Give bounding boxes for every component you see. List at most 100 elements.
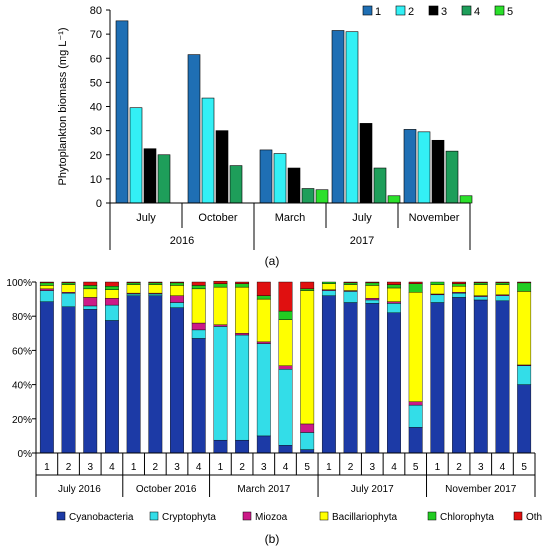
- y-tick-label-a: 60: [90, 53, 102, 65]
- bar-a-1-series-3: [215, 130, 229, 204]
- stack-b-21-bacillariophyta: [495, 284, 510, 296]
- stack-b-3-others: [105, 281, 119, 287]
- stack-b-10-cyanobacteria: [256, 435, 271, 454]
- stack-b-19-chlorophyta: [452, 283, 466, 287]
- legend-a: 1 2 3 4 5: [362, 5, 513, 18]
- stack-b-0-bacillariophyta: [39, 285, 54, 290]
- stack-b-0-others: [39, 281, 54, 284]
- legend-label-b-others: Others: [526, 512, 542, 523]
- stack-b-15-cyanobacteria: [365, 303, 380, 454]
- bar-a-0-series-3: [143, 148, 157, 204]
- station-label-b: 1: [326, 462, 332, 473]
- station-label-b: 1: [131, 462, 137, 473]
- stack-b-16-chlorophyta: [387, 284, 401, 289]
- stack-b-14-bacillariophyta: [343, 284, 358, 291]
- legend-label-b-cyanobacteria: Cyanobacteria: [69, 512, 134, 523]
- y-tick-label-a: 50: [90, 77, 102, 89]
- stack-b-1-cryptophyta: [61, 292, 76, 307]
- category-label-a: July: [136, 212, 156, 224]
- station-label-b: 2: [348, 462, 354, 473]
- legend-swatch-a-3: [428, 5, 439, 16]
- stack-b-20-bacillariophyta: [473, 284, 488, 296]
- stack-b-9-chlorophyta: [235, 283, 250, 288]
- stack-b-2-cryptophyta: [83, 305, 98, 310]
- stack-b-18-bacillariophyta: [430, 284, 445, 295]
- stack-b-18-cryptophyta: [430, 294, 445, 303]
- stack-b-3-bacillariophyta: [105, 289, 119, 299]
- legend-swatch-b-miozoa: [242, 511, 252, 521]
- station-label-b: 2: [239, 462, 245, 473]
- legend-swatch-b-bacillariophyta: [319, 511, 329, 521]
- stack-b-14-cyanobacteria: [343, 302, 358, 454]
- stack-b-0-miozoa: [39, 288, 54, 291]
- stack-b-4-cryptophyta: [126, 293, 141, 296]
- y-tick-label-a: 70: [90, 29, 102, 41]
- stack-b-7-others: [191, 281, 206, 286]
- stack-b-12-others: [300, 281, 315, 290]
- bar-a-3-series-1: [331, 30, 345, 204]
- stack-b-3-cyanobacteria: [105, 320, 119, 454]
- station-label-b: 4: [391, 462, 397, 473]
- legend-label-b-miozoa: Miozoa: [255, 512, 288, 523]
- stack-b-15-cryptophyta: [365, 299, 380, 304]
- bar-a-3-series-3: [359, 123, 373, 204]
- y-tick-label-b: 40%: [12, 381, 32, 392]
- station-label-b: 4: [283, 462, 289, 473]
- legend-label-a-3: 3: [441, 6, 447, 18]
- station-label-b: 1: [218, 462, 224, 473]
- stack-b-1-bacillariophyta: [61, 284, 76, 293]
- stack-b-11-bacillariophyta: [278, 319, 293, 366]
- station-label-b: 1: [435, 462, 441, 473]
- stack-b-17-cyanobacteria: [408, 427, 423, 454]
- bar-a-1-series-4: [229, 165, 243, 204]
- stack-b-12-cyanobacteria: [300, 449, 315, 454]
- stack-b-6-chlorophyta: [170, 282, 184, 286]
- stack-b-18-chlorophyta: [430, 281, 445, 285]
- legend-swatch-b-cryptophyta: [149, 511, 159, 521]
- stack-b-5-others: [148, 281, 163, 284]
- bar-a-2-series-1: [259, 149, 273, 204]
- legend-label-a-4: 4: [474, 6, 480, 18]
- stack-b-11-cryptophyta: [278, 369, 293, 446]
- legend-swatch-b-others: [513, 511, 523, 521]
- station-label-b: 3: [261, 462, 267, 473]
- stack-b-4-bacillariophyta: [126, 284, 141, 294]
- stack-b-13-bacillariophyta: [321, 283, 336, 290]
- legend-label-b-chlorophyta: Chlorophyta: [440, 512, 494, 523]
- stack-b-15-miozoa: [365, 298, 380, 301]
- stack-b-13-chlorophyta: [321, 281, 336, 284]
- stack-b-3-cryptophyta: [105, 304, 119, 321]
- stack-b-5-cyanobacteria: [148, 295, 163, 454]
- stack-b-6-cyanobacteria: [170, 307, 184, 454]
- stack-b-21-others: [495, 281, 510, 284]
- stack-b-0-cryptophyta: [39, 290, 54, 302]
- bar-a-4-series-5: [459, 195, 473, 204]
- stack-b-3-chlorophyta: [105, 286, 119, 290]
- legend-label-a-1: 1: [375, 6, 381, 18]
- group-label-b: July 2016: [58, 484, 101, 495]
- stack-b-21-chlorophyta: [495, 282, 510, 285]
- stack-b-19-cryptophyta: [452, 292, 466, 298]
- legend-swatch-a-4: [461, 5, 472, 16]
- y-tick-label-a: 10: [90, 174, 102, 186]
- chart-b: 0% 20% 40% 60% 80% 100% 1 2 3 4 July 2016 1 2 3 4 Octob…: [6, 278, 542, 523]
- stack-b-7-miozoa: [191, 322, 206, 331]
- stack-b-7-cryptophyta: [191, 329, 206, 339]
- stack-b-12-cryptophyta: [300, 432, 315, 450]
- y-tick-label-b: 60%: [12, 346, 32, 357]
- stack-b-2-others: [83, 281, 98, 286]
- stack-b-20-cryptophyta: [473, 296, 488, 301]
- stack-b-7-chlorophyta: [191, 285, 206, 290]
- bar-a-0-series-1: [115, 20, 129, 204]
- stack-b-8-cryptophyta: [213, 326, 228, 441]
- category-label-a: October: [198, 212, 237, 224]
- y-tick-label-a: 20: [90, 150, 102, 162]
- stack-b-20-others: [473, 281, 488, 284]
- legend-label-a-2: 2: [408, 6, 414, 18]
- station-label-b: 5: [413, 462, 419, 473]
- stack-b-9-cyanobacteria: [235, 439, 250, 454]
- bar-a-2-series-5: [315, 189, 329, 204]
- category-label-a: November: [409, 212, 460, 224]
- stack-b-2-miozoa: [83, 297, 98, 307]
